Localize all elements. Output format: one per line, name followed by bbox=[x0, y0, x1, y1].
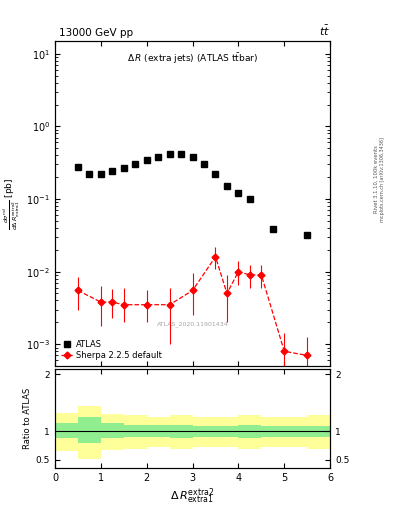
Y-axis label: $\frac{d\sigma^{nd}}{d\Delta\,R_{\rm extra1}^{\rm extra2}}$ [pb]: $\frac{d\sigma^{nd}}{d\Delta\,R_{\rm ext… bbox=[2, 177, 22, 230]
Sherpa 2.2.5 default bbox=[110, 299, 115, 305]
Text: mcplots.cern.ch [arXiv:1306.3436]: mcplots.cern.ch [arXiv:1306.3436] bbox=[380, 137, 385, 222]
Sherpa 2.2.5 default bbox=[225, 290, 230, 296]
ATLAS bbox=[75, 163, 80, 169]
ATLAS bbox=[179, 151, 184, 157]
Sherpa 2.2.5 default bbox=[282, 348, 286, 354]
Sherpa 2.2.5 default bbox=[99, 299, 103, 305]
ATLAS bbox=[305, 232, 310, 238]
Sherpa 2.2.5 default bbox=[259, 272, 264, 278]
ATLAS bbox=[248, 196, 252, 202]
ATLAS bbox=[99, 171, 103, 177]
ATLAS bbox=[202, 161, 206, 167]
Sherpa 2.2.5 default bbox=[167, 302, 172, 308]
ATLAS bbox=[190, 154, 195, 160]
ATLAS bbox=[213, 171, 218, 177]
Sherpa 2.2.5 default bbox=[305, 352, 310, 358]
ATLAS bbox=[121, 164, 126, 170]
Text: 13000 GeV pp: 13000 GeV pp bbox=[59, 28, 133, 38]
ATLAS bbox=[87, 171, 92, 177]
Legend: ATLAS, Sherpa 2.2.5 default: ATLAS, Sherpa 2.2.5 default bbox=[59, 338, 163, 362]
ATLAS bbox=[225, 183, 230, 189]
Sherpa 2.2.5 default bbox=[75, 287, 80, 293]
ATLAS bbox=[167, 151, 172, 157]
Sherpa 2.2.5 default bbox=[213, 254, 218, 260]
Sherpa 2.2.5 default bbox=[190, 287, 195, 293]
Sherpa 2.2.5 default bbox=[121, 302, 126, 308]
Text: Rivet 3.1.10, 100k events: Rivet 3.1.10, 100k events bbox=[374, 145, 379, 213]
Text: $t\bar{t}$: $t\bar{t}$ bbox=[319, 24, 330, 38]
ATLAS bbox=[110, 168, 115, 175]
ATLAS bbox=[133, 161, 138, 167]
ATLAS bbox=[156, 154, 161, 160]
ATLAS bbox=[270, 226, 275, 232]
Sherpa 2.2.5 default bbox=[248, 272, 252, 278]
Y-axis label: Ratio to ATLAS: Ratio to ATLAS bbox=[23, 388, 31, 449]
ATLAS bbox=[144, 157, 149, 163]
Text: ATLAS_2020.11901434: ATLAS_2020.11901434 bbox=[157, 322, 228, 327]
Sherpa 2.2.5 default bbox=[144, 302, 149, 308]
ATLAS bbox=[236, 190, 241, 196]
Sherpa 2.2.5 default bbox=[236, 268, 241, 274]
X-axis label: $\Delta\,R^{\rm extra2}_{\rm extra1}$: $\Delta\,R^{\rm extra2}_{\rm extra1}$ bbox=[170, 486, 215, 506]
Text: $\Delta\,R$ (extra jets) (ATLAS t$\bar{\rm t}$bar): $\Delta\,R$ (extra jets) (ATLAS t$\bar{\… bbox=[127, 51, 258, 66]
Line: Sherpa 2.2.5 default: Sherpa 2.2.5 default bbox=[75, 254, 310, 358]
Line: ATLAS: ATLAS bbox=[75, 151, 310, 238]
